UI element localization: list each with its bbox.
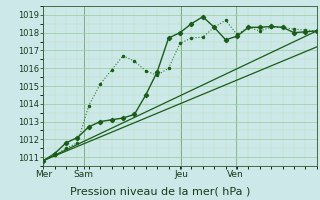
Text: Pression niveau de la mer( hPa ): Pression niveau de la mer( hPa ) (70, 186, 250, 196)
